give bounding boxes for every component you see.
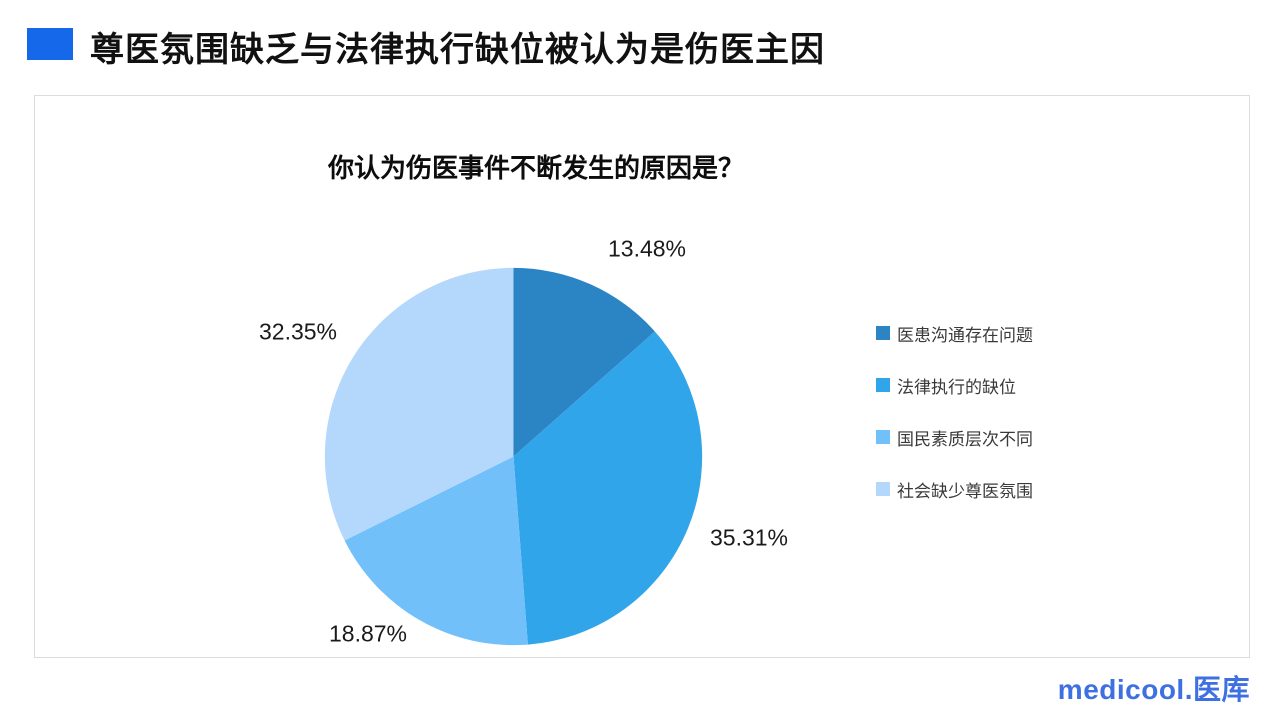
legend-swatch-icon [876, 326, 890, 340]
pie-label-slice-0: 13.48% [607, 235, 687, 262]
legend: 医患沟通存在问题 法律执行的缺位 国民素质层次不同 社会缺少尊医氛围 [876, 307, 1033, 515]
legend-swatch-icon [876, 482, 890, 496]
pie-chart [324, 267, 703, 646]
pie-slice-3 [324, 267, 514, 541]
legend-item-3: 社会缺少尊医氛围 [876, 463, 1033, 515]
pie-label-slice-2: 18.87% [328, 620, 408, 647]
chart-panel: 你认为伤医事件不断发生的原因是？ 13.48% 35.31% 18.87% 32… [34, 95, 1250, 658]
legend-item-2: 国民素质层次不同 [876, 411, 1033, 463]
legend-label: 社会缺少尊医氛围 [897, 481, 1033, 501]
legend-label: 医患沟通存在问题 [897, 325, 1033, 345]
chart-title: 你认为伤医事件不断发生的原因是？ [327, 153, 745, 183]
legend-label: 国民素质层次不同 [897, 429, 1033, 449]
legend-swatch-icon [876, 430, 890, 444]
pie-slice-1 [513, 331, 703, 645]
page-title: 尊医氛围缺乏与法律执行缺位被认为是伤医主因 [90, 31, 825, 69]
pie-slice-0 [513, 267, 655, 457]
legend-swatch-icon [876, 378, 890, 392]
legend-item-0: 医患沟通存在问题 [876, 307, 1033, 359]
pie-label-slice-3: 32.35% [258, 318, 338, 345]
page-header: 尊医氛围缺乏与法律执行缺位被认为是伤医主因 [0, 0, 1280, 90]
medicool-logo: medicool.医库 [1057, 674, 1250, 705]
legend-label: 法律执行的缺位 [897, 377, 1016, 397]
pie-label-slice-1: 35.31% [709, 524, 789, 551]
pie-slice-2 [344, 456, 528, 646]
title-bullet-icon [27, 28, 73, 60]
legend-item-1: 法律执行的缺位 [876, 359, 1033, 411]
